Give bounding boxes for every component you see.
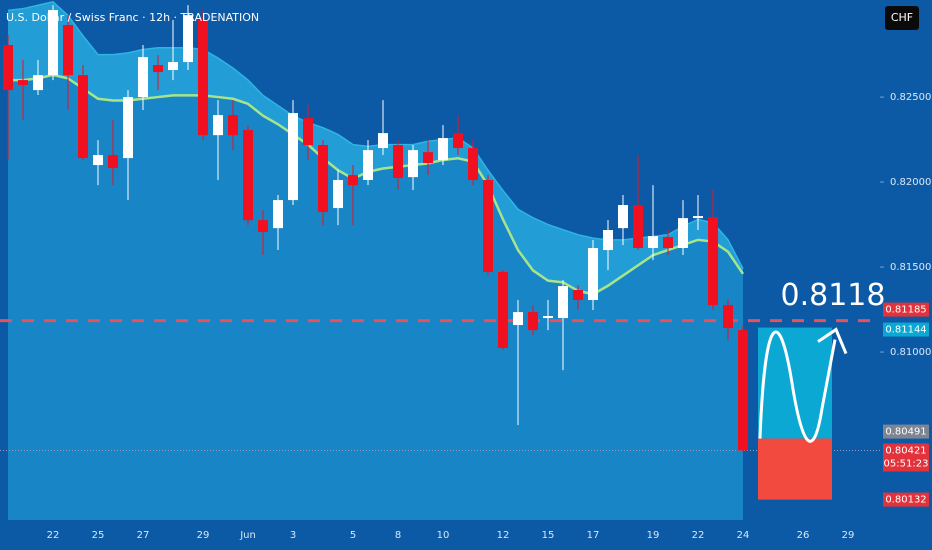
candle-body [528,312,538,331]
candle-body [393,145,403,178]
candle-body [483,180,493,272]
candle-body [723,305,733,329]
candle-body [348,175,358,186]
lower-fill [8,74,743,521]
x-tick-label: 27 [137,530,150,541]
candle-body [63,24,73,76]
band-fill [8,1,743,295]
entry-label-bg [883,424,929,439]
countdown: 05:51:23 [884,458,929,469]
last-price-label: 0.80421 [885,445,926,456]
candle-body [708,217,718,306]
candle-body [498,271,508,348]
last-price-bg [883,443,929,472]
level-label: 0.81185 [885,305,926,316]
candle-body [123,97,133,159]
candle-body [168,62,178,71]
x-tick-label: 29 [197,530,210,541]
x-tick-label: 22 [47,530,60,541]
target-label-bg [883,322,929,337]
x-tick-label: Jun [239,530,256,541]
x-tick-label: 5 [350,530,356,541]
stop-zone [758,438,832,500]
entry-label: 0.80491 [885,427,926,438]
candle-body [603,229,613,251]
candle-body [78,75,88,159]
candle-body [333,180,343,209]
annotation: 0.8118 [781,278,886,313]
candle-body [633,205,643,249]
candle-body [663,237,673,249]
currency-button[interactable] [885,6,919,30]
x-tick-label: 3 [290,530,296,541]
candle-body [738,330,748,451]
x-tick-label: 10 [437,530,450,541]
x-tick-label: 12 [497,530,510,541]
candle-body [408,150,418,178]
candle-body [93,155,103,166]
candle-body [558,286,568,319]
candle-body [48,10,58,76]
candle-body [573,290,583,301]
x-tick-label: 8 [395,530,401,541]
candle-body [648,236,658,249]
y-tick-label: 0.82500 [890,92,931,103]
stop-label-bg [883,492,929,507]
candle-body [438,138,448,161]
candle-body [303,118,313,146]
candle-body [423,152,433,164]
y-tick-label: 0.81000 [890,347,931,358]
stop-label: 0.80132 [885,495,926,506]
forecast-arrow [817,327,848,355]
candle-body [378,133,388,149]
target-label: 0.81144 [885,325,926,336]
candle-body [138,57,148,98]
candle-body [108,155,118,169]
candle-body [243,130,253,221]
x-tick-label: 25 [92,530,105,541]
candle-body [693,216,703,219]
candle-body [588,248,598,301]
candle-body [273,200,283,229]
candle-body [258,220,268,233]
x-tick-label: 26 [797,530,810,541]
candle-body [318,145,328,212]
x-tick-label: 22 [692,530,705,541]
candle-body [543,316,553,319]
x-tick-label: 19 [647,530,660,541]
candle-body [153,65,163,73]
currency-label: CHF [891,11,913,24]
band-line [7,1,744,270]
candle-body [33,75,43,91]
chart-title: U.S. Dollar / Swiss Franc · 12h · TRADEN… [6,11,259,24]
candle-body [18,80,28,85]
candle-body [618,205,628,229]
level-label-bg [883,302,929,317]
x-tick-label: 17 [587,530,600,541]
candle-body [513,312,523,326]
candle-body [363,150,373,181]
forecast-wave [758,330,837,443]
candle-body [228,115,238,136]
x-tick-label: 29 [842,530,855,541]
candle-body [453,133,463,149]
candle-body [678,218,688,249]
candle-body [183,15,193,63]
y-tick-label: 0.81500 [890,262,931,273]
candle-body [288,113,298,201]
candle-body [3,45,13,91]
x-tick-label: 15 [542,530,555,541]
x-tick-label: 24 [737,530,750,541]
candle-body [213,115,223,136]
y-tick-label: 0.82000 [890,177,931,188]
candle-body [198,20,208,136]
candle-body [468,148,478,181]
